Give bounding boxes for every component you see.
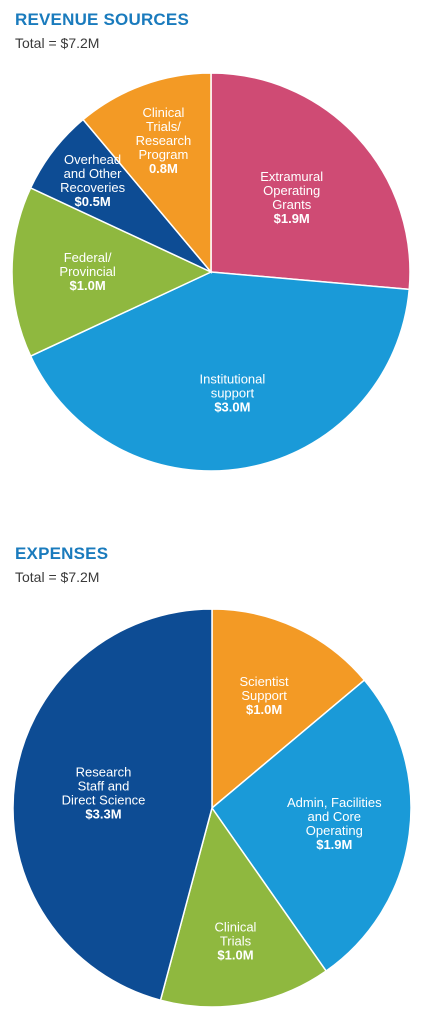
slice-label-line: Direct Science: [62, 793, 146, 808]
expenses-chart: EXPENSES Total = $7.2M Scientist Support $…: [0, 534, 432, 1024]
slice-label-line: Research: [76, 765, 132, 780]
slice-label-federal-provincial: Federal/Provincial$1.0M: [59, 250, 115, 293]
chart-subtitle: Total = $7.2M: [15, 35, 100, 51]
slice-label-line: Provincial: [59, 264, 115, 279]
pie-slice-institutional-support: [29, 271, 411, 472]
slice-value-label: $3.0M: [214, 400, 250, 415]
slice-value-label: 0.8M: [149, 161, 178, 176]
chart-title: EXPENSES: [15, 544, 109, 563]
slice-label-line: Trials: [220, 933, 252, 948]
slice-value-label: $1.0M: [246, 702, 282, 717]
slice-label-line: Staff and: [78, 779, 130, 794]
revenue-sources-chart: REVENUE SOURCES Total = $7.2M Extramural…: [0, 0, 432, 500]
slice-label-line: Recoveries: [60, 180, 126, 195]
slice-label-line: Trials/: [146, 119, 181, 134]
slice-label-line: Admin, Facilities: [287, 795, 382, 810]
slice-label-line: Extramural: [260, 169, 323, 184]
slice-label-line: Clinical: [142, 105, 184, 120]
slice-label-line: support: [211, 386, 255, 401]
chart-title: REVENUE SOURCES: [15, 10, 189, 29]
pie-slice-clinical-trials: [159, 806, 328, 1008]
slice-label-line: Operating: [306, 823, 363, 838]
pie-slice-federal-provincial: [11, 186, 213, 358]
slice-label-line: Research: [136, 133, 192, 148]
chart-subtitle: Total = $7.2M: [15, 569, 100, 585]
pie-slice-research-staff-and-direct-science: [12, 608, 213, 1002]
slice-value-label: $1.0M: [217, 947, 253, 962]
slice-value-label: $3.3M: [85, 807, 121, 822]
slice-value-label: $1.0M: [70, 278, 106, 293]
slice-label-line: Grants: [272, 197, 312, 212]
pie-slice-extramural-operating-grants: [210, 72, 411, 291]
pie-slice-scientist-support: [211, 608, 366, 810]
pie-slice-admin-facilities-and-core-operating: [210, 679, 412, 973]
slice-label-line: Scientist: [240, 674, 290, 689]
slice-label-line: Clinical: [215, 919, 257, 934]
slice-label-line: Support: [241, 688, 287, 703]
pie-slice-clinical-trials-research-program: [82, 72, 212, 275]
slice-label-line: and Other: [64, 166, 122, 181]
slice-label-line: and Core: [308, 809, 361, 824]
slice-label-line: Operating: [263, 183, 320, 198]
slice-value-label: $0.5M: [75, 194, 111, 209]
slice-value-label: $1.9M: [316, 837, 352, 852]
slice-label-line: Institutional: [200, 372, 266, 387]
slice-label-line: Federal/: [64, 250, 112, 265]
slice-value-label: $1.9M: [274, 211, 310, 226]
slice-label-line: Program: [138, 147, 188, 162]
slice-label-line: Overhead: [64, 152, 121, 167]
